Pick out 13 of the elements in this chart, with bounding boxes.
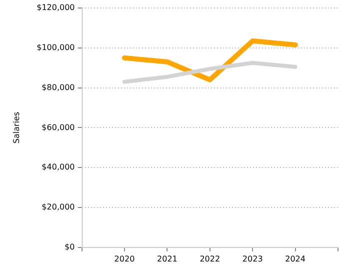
y-tick-label: $120,000 — [36, 3, 75, 12]
x-tick-label: 2024 — [285, 254, 306, 264]
x-tick-label: 2023 — [242, 254, 263, 264]
y-axis-title: Salaries — [12, 112, 21, 144]
x-tick-label: 2021 — [157, 254, 178, 264]
y-tick-label: $40,000 — [42, 162, 75, 172]
y-tick-label: $100,000 — [36, 42, 75, 52]
x-tick-label: 2022 — [200, 254, 220, 264]
y-tick-label: $0 — [64, 242, 75, 252]
y-tick-label: $80,000 — [42, 82, 75, 92]
y-tick-label: $20,000 — [42, 202, 75, 212]
x-tick-label: 2020 — [114, 254, 135, 264]
y-tick-label: $60,000 — [42, 122, 75, 132]
